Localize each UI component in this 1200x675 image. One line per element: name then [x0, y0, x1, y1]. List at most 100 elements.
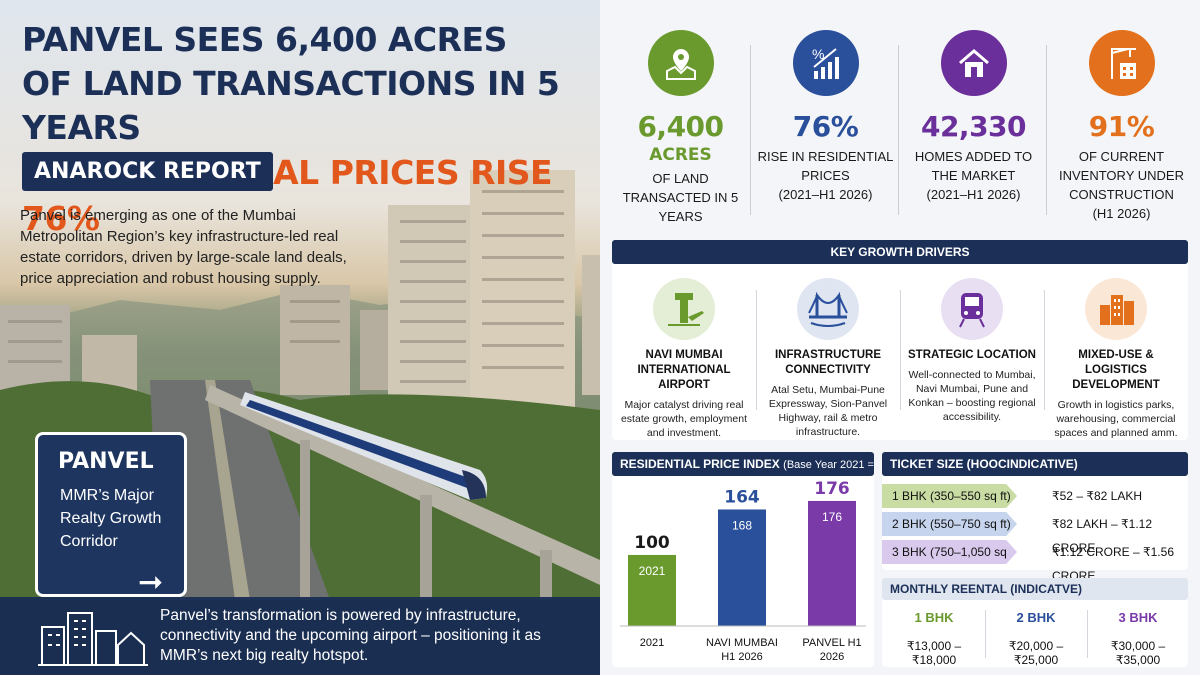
rental-value: ₹20,000 – ₹25,000	[1008, 639, 1064, 667]
bridge-icon	[797, 278, 859, 340]
stat-value: 91%	[1088, 110, 1155, 143]
stat-description: RISE IN RESIDENTIAL PRICES	[757, 149, 894, 183]
buildings-icon	[1085, 278, 1147, 340]
ticket-size-title: TICKET SIZE (HOOCINDICATIVE)	[882, 452, 1188, 476]
footer-text: Panvel’s transformation is powered by in…	[160, 607, 541, 664]
driver-title: NAVI MUMBAI INTERNATIONAL AIRPORT	[637, 349, 731, 391]
divider	[1046, 45, 1047, 215]
x-tick-label: 2021	[640, 637, 664, 649]
stat-land-acres: 6,400 ACRES OF LAND TRANSACTED IN 5 YEAR…	[608, 30, 753, 226]
driver-description: Growth in logistics parks, warehousing, …	[1054, 399, 1178, 439]
price-index-chart: RESIDENTIAL PRICE INDEX (Base Year 2021 …	[612, 452, 874, 667]
divider	[750, 45, 751, 215]
footer-band: Panvel’s transformation is powered by in…	[0, 597, 600, 675]
chart-title: RESIDENTIAL PRICE INDEX (Base Year 2021 …	[612, 452, 874, 496]
divider	[1044, 290, 1045, 410]
stat-under-construction: 91% OF CURRENT INVENTORY UNDER CONSTRUCT…	[1049, 30, 1194, 223]
rental-value: ₹30,000 – ₹35,000	[1110, 639, 1166, 667]
driver-title: INFRASTRUCTURE CONNECTIVITY	[774, 349, 882, 376]
divider	[756, 290, 757, 410]
stat-homes-added: 42,330 HOMES ADDED TO THE MARKET (2021–H…	[901, 30, 1046, 204]
driver-connectivity: INFRASTRUCTURE CONNECTIVITY Atal Setu, M…	[758, 278, 898, 439]
x-tick-label: NAVI MUMBAI	[706, 637, 778, 649]
home-icon	[940, 30, 1007, 96]
driver-title: MIXED-USE & LOGISTICS DEVELOPMENT	[1072, 349, 1160, 391]
key-growth-drivers: KEY GROWTH DRIVERS NAVI MUMBAI INTERNATI…	[612, 240, 1188, 440]
stat-description: HOMES ADDED TO THE MARKET	[914, 149, 1033, 183]
key-stats: 6,400 ACRES OF LAND TRANSACTED IN 5 YEAR…	[600, 0, 1200, 235]
stat-period: (2021–H1 2026)	[778, 187, 873, 202]
divider	[900, 290, 901, 410]
bar-inner-label: 168	[732, 518, 752, 532]
arrow-right-icon: ➞	[138, 566, 164, 599]
bar-inner-label: 176	[822, 510, 842, 524]
ticket-label: 2 BHK (550–750 sq ft)	[882, 512, 1017, 536]
monthly-rental-panel: MONTHLY REENTAL (INDICATVE) 1 BHK ₹13,00…	[882, 578, 1188, 667]
rental-label: 3 BHK	[1118, 610, 1158, 625]
panvel-road-sign: PANVEL MMR’s Major Realty Growth Corrido…	[35, 432, 187, 599]
divider	[898, 45, 899, 215]
construction-crane-icon	[1088, 30, 1155, 96]
bar-0	[628, 554, 676, 626]
stat-period: (H1 2026)	[1092, 206, 1151, 221]
stat-description: OF CURRENT INVENTORY UNDER CONSTRUCTION	[1059, 149, 1184, 202]
driver-airport: NAVI MUMBAI INTERNATIONAL AIRPORT Major …	[614, 278, 754, 440]
ticket-row-2bhk: 2 BHK (550–750 sq ft) ₹82 LAKH – ₹1.12 C…	[882, 512, 1188, 555]
ticket-row-3bhk: 3 BHK (750–1,050 sq ft) ₹1.12 CRORE – ₹1…	[882, 540, 1188, 583]
driver-description: Well-connected to Mumbai, Navi Mumbai, P…	[908, 369, 1036, 423]
rental-value: ₹13,000 – ₹18,000	[906, 639, 962, 667]
stat-value: 6,400	[637, 110, 724, 143]
stat-value: 76%	[792, 110, 859, 143]
ticket-value: ₹52 – ₹82 LAKH	[1052, 489, 1142, 503]
ticket-label: 1 BHK (350–550 sq ft)	[882, 484, 1017, 508]
bar-value-label: 164	[724, 487, 760, 507]
stat-description: OF LAND TRANSACTED IN 5 YEARS	[622, 171, 739, 224]
bar-1	[718, 509, 766, 626]
x-tick-label: H1 2026	[721, 651, 763, 663]
train-icon	[941, 278, 1003, 340]
ticket-row-1bhk: 1 BHK (350–550 sq ft) ₹52 – ₹82 LAKH	[882, 484, 1188, 508]
stat-value: 42,330	[920, 110, 1027, 143]
stats-panel: 6,400 ACRES OF LAND TRANSACTED IN 5 YEAR…	[600, 0, 1200, 675]
ticket-label: 3 BHK (750–1,050 sq ft)	[882, 540, 1017, 564]
city-skyline-icon	[38, 612, 148, 666]
driver-location: STRATEGIC LOCATION Well-connected to Mum…	[902, 278, 1042, 424]
report-badge: ANAROCK REPORT	[22, 152, 273, 191]
headline-line-2: OF LAND TRANSACTIONS IN 5 YEARS	[22, 64, 560, 147]
bar-value-label: 176	[814, 479, 850, 499]
rental-2bhk: 2 BHK ₹20,000 – ₹25,000	[986, 610, 1086, 667]
headline-line-1: PANVEL SEES 6,400 ACRES	[22, 20, 507, 59]
driver-mixed-use: MIXED-USE & LOGISTICS DEVELOPMENT Growth…	[1046, 278, 1186, 440]
drivers-title: KEY GROWTH DRIVERS	[612, 240, 1188, 264]
divider	[1087, 610, 1088, 658]
bar-inner-label: 2021	[639, 564, 666, 578]
chart-title-note: (Base Year 2021 = 100)	[620, 459, 874, 496]
ticket-size-panel: TICKET SIZE (HOOCINDICATIVE) 1 BHK (350–…	[882, 452, 1188, 583]
rental-title: MONTHLY REENTAL (INDICATVE)	[882, 578, 1188, 600]
divider	[985, 610, 986, 658]
sign-title: PANVEL	[58, 449, 154, 474]
driver-title: STRATEGIC LOCATION	[908, 349, 1036, 361]
ticket-value: ₹82 LAKH – ₹1.12 CRORE	[1052, 517, 1152, 555]
x-tick-label: 2026	[820, 651, 844, 663]
x-tick-label: PANVEL H1	[802, 637, 861, 649]
driver-description: Atal Setu, Mumbai-Pune Expressway, Sion-…	[768, 384, 888, 438]
percent-growth-icon: %	[792, 30, 859, 96]
airport-icon	[653, 278, 715, 340]
stat-period: (2021–H1 2026)	[926, 187, 1021, 202]
svg-text:%: %	[812, 46, 824, 62]
stat-unit: ACRES	[649, 145, 712, 165]
stat-price-rise: % 76% RISE IN RESIDENTIAL PRICES (2021–H…	[753, 30, 898, 204]
rental-1bhk: 1 BHK ₹13,000 – ₹18,000	[884, 610, 984, 667]
sign-subtitle: MMR’s Major Realty Growth Corridor	[60, 487, 162, 550]
intro-paragraph: Panvel is emerging as one of the Mumbai …	[20, 207, 347, 287]
rental-label: 2 BHK	[1016, 610, 1056, 625]
driver-description: Major catalyst driving real estate growt…	[620, 399, 748, 439]
bar-2	[808, 500, 856, 626]
price-index-bars: 100 2021 2021 164 168 NAVI MUMBAI H1 2026 176 17…	[620, 479, 866, 663]
hero-photo-panel: PANVEL SEES 6,400 ACRES OF LAND TRANSACT…	[0, 0, 600, 675]
map-pin-icon	[647, 30, 714, 96]
bar-value-label: 100	[634, 533, 670, 553]
chart-title-text: RESIDENTIAL PRICE INDEX	[620, 457, 780, 471]
rental-label: 1 BHK	[914, 610, 954, 625]
